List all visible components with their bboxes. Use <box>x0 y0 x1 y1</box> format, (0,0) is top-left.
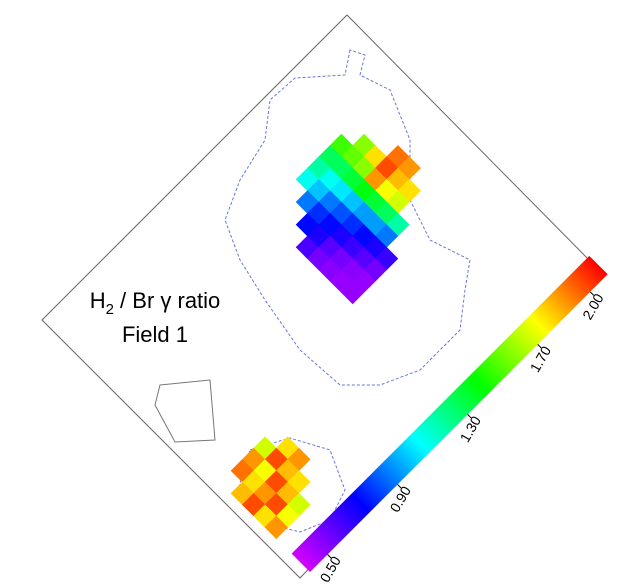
colorbar-tick <box>397 484 402 489</box>
colorbar-tick <box>589 291 595 296</box>
map-frame <box>230 133 421 539</box>
colorbar-tick <box>537 343 542 349</box>
colorbar: 0.500.901.301.702.00 <box>291 255 608 585</box>
colorbar-tick <box>327 554 332 559</box>
title-part: H <box>90 288 106 313</box>
contour <box>237 437 346 533</box>
chart-title: H2 / Br γ ratio <box>90 288 221 318</box>
map <box>230 133 421 539</box>
frame <box>41 14 598 579</box>
colorbar-ramp <box>291 255 608 572</box>
title-part: 2 <box>106 301 114 318</box>
contour <box>224 49 471 386</box>
contour <box>154 379 216 443</box>
title-part: / Br γ ratio <box>114 288 220 313</box>
chart-subtitle: Field 1 <box>122 322 188 347</box>
colorbar-tick <box>467 414 472 419</box>
